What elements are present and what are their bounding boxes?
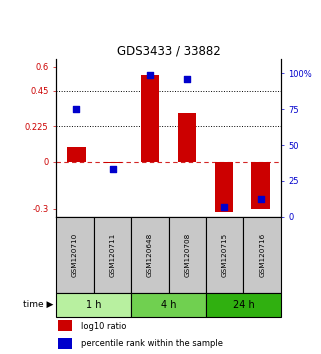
Text: GSM120711: GSM120711	[109, 233, 115, 277]
Bar	[178, 113, 196, 161]
Point	[111, 166, 116, 172]
Bar	[141, 75, 159, 161]
Bar	[56, 217, 94, 293]
Text: percentile rank within the sample: percentile rank within the sample	[81, 339, 223, 348]
Bar	[131, 293, 206, 317]
Point	[221, 204, 226, 210]
Bar	[131, 217, 169, 293]
Text: GSM120716: GSM120716	[259, 233, 265, 277]
Point	[148, 72, 153, 78]
Title: GDS3433 / 33882: GDS3433 / 33882	[117, 45, 221, 58]
Text: 4 h: 4 h	[161, 300, 176, 310]
Text: time ▶: time ▶	[22, 300, 53, 309]
Text: GSM120648: GSM120648	[147, 233, 153, 277]
Bar	[169, 217, 206, 293]
Bar	[104, 161, 123, 163]
Text: 1 h: 1 h	[86, 300, 101, 310]
Bar	[214, 161, 233, 212]
Bar	[243, 217, 281, 293]
Bar	[58, 320, 72, 331]
Text: 24 h: 24 h	[232, 300, 254, 310]
Bar	[206, 217, 243, 293]
Point	[74, 107, 79, 112]
Bar	[94, 217, 131, 293]
Bar	[56, 293, 131, 317]
Text: GSM120708: GSM120708	[184, 233, 190, 277]
Bar	[251, 161, 270, 209]
Text: GSM120715: GSM120715	[222, 233, 228, 277]
Text: log10 ratio: log10 ratio	[81, 322, 126, 331]
Text: GSM120710: GSM120710	[72, 233, 78, 277]
Bar	[67, 147, 86, 161]
Point	[258, 196, 263, 202]
Bar	[206, 293, 281, 317]
Bar	[58, 338, 72, 349]
Point	[184, 76, 189, 82]
